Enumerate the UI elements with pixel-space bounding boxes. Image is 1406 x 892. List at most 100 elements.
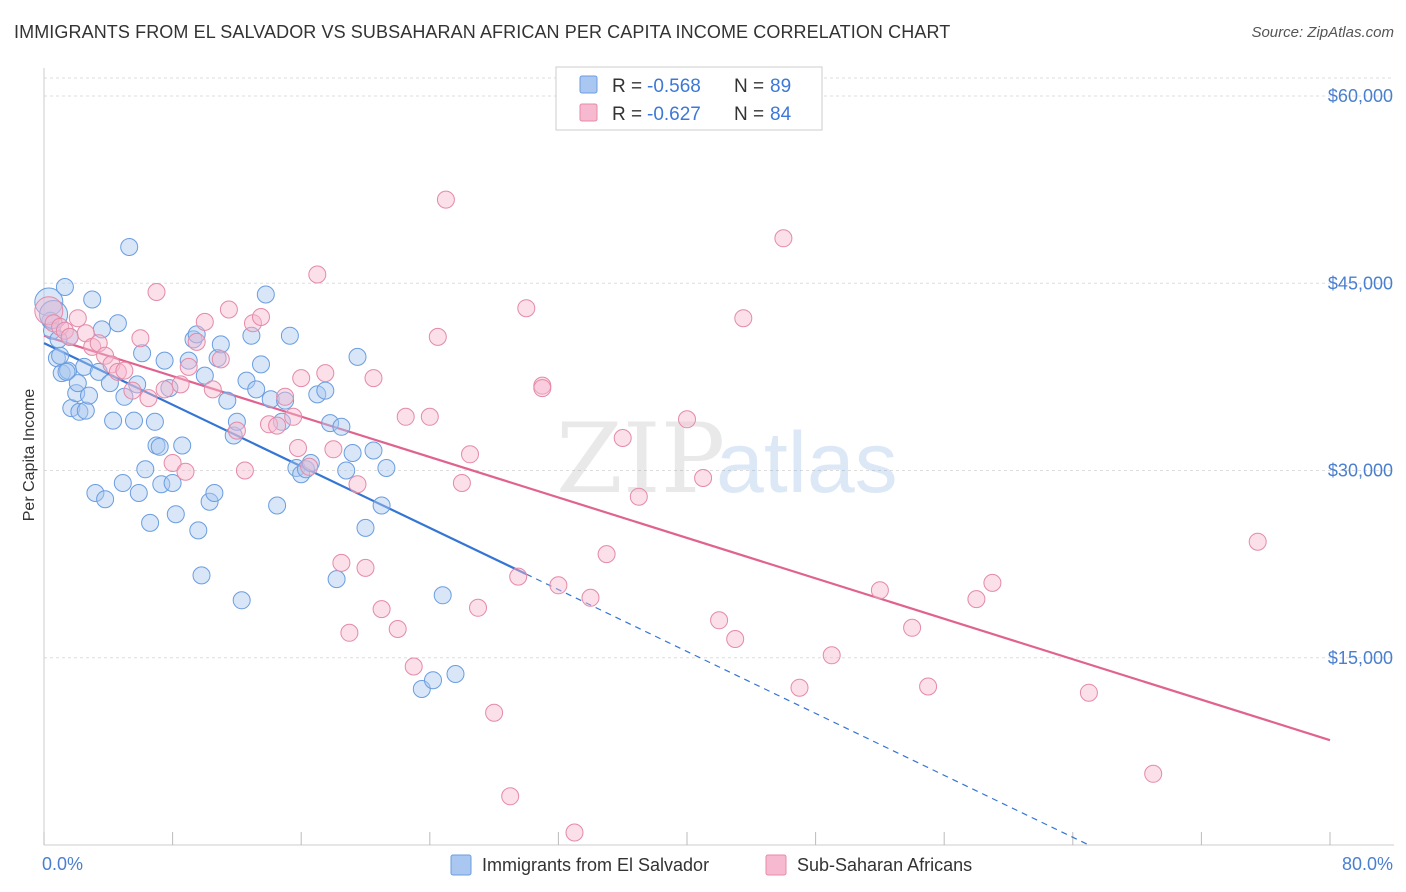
point-el-salvador — [280, 326, 299, 345]
legend-n-value: 84 — [770, 104, 792, 125]
legend-bottom-label-blue: Immigrants from El Salvador — [482, 855, 709, 875]
point-el-salvador — [211, 335, 230, 354]
point-subsaharan — [404, 657, 423, 676]
point-el-salvador — [252, 355, 270, 374]
point-subsaharan — [123, 381, 142, 400]
point-subsaharan — [1248, 532, 1267, 551]
point-el-salvador — [372, 496, 391, 515]
point-subsaharan — [903, 618, 922, 637]
y-tick-label: $15,000 — [1328, 648, 1393, 668]
point-subsaharan — [203, 380, 222, 399]
point-subsaharan — [115, 361, 134, 380]
legend-r-value: -0.568 — [647, 76, 701, 97]
point-subsaharan — [1079, 683, 1098, 702]
point-el-salvador — [327, 570, 346, 589]
point-el-salvador — [76, 401, 95, 420]
point-el-salvador — [287, 459, 306, 477]
point-subsaharan — [147, 283, 166, 301]
point-subsaharan — [485, 703, 504, 722]
point-el-salvador — [247, 380, 266, 399]
legend-n-label: N = — [734, 104, 764, 125]
point-subsaharan — [316, 364, 335, 383]
y-tick-label: $60,000 — [1328, 86, 1393, 106]
trend-line-extension — [525, 573, 1090, 846]
x-tick-label: 0.0% — [42, 854, 83, 874]
axes — [43, 68, 1394, 846]
grid-lines — [44, 77, 1394, 659]
point-el-salvador — [337, 461, 356, 480]
point-el-salvador — [232, 591, 251, 610]
point-subsaharan — [388, 620, 407, 638]
point-el-salvador — [113, 474, 132, 492]
point-subsaharan — [420, 407, 439, 426]
point-subsaharan — [501, 787, 520, 806]
point-el-salvador — [424, 671, 442, 690]
point-subsaharan — [734, 309, 753, 328]
y-axis-label: Per Capita Income — [21, 389, 38, 522]
point-el-salvador — [276, 391, 295, 410]
point-subsaharan — [108, 362, 127, 381]
point-el-salvador — [343, 444, 362, 462]
legend-bottom-label-pink: Sub-Saharan Africans — [797, 855, 972, 875]
point-el-salvador — [108, 314, 127, 333]
point-el-salvador — [208, 349, 227, 368]
point-subsaharan — [179, 357, 198, 376]
watermark: ZIP atlas — [556, 403, 898, 515]
point-el-salvador — [377, 459, 396, 477]
legend-r-label: R = — [612, 104, 642, 125]
point-el-salvador — [316, 381, 335, 400]
point-subsaharan — [509, 567, 528, 586]
point-el-salvador — [133, 344, 152, 363]
point-el-salvador — [261, 390, 280, 409]
point-el-salvador — [125, 411, 143, 430]
trend-lines — [43, 334, 1331, 846]
point-subsaharan — [870, 581, 889, 600]
point-el-salvador — [129, 484, 148, 502]
point-el-salvador — [195, 366, 214, 385]
point-el-salvador — [348, 347, 367, 366]
point-el-salvador — [224, 426, 243, 445]
point-el-salvador — [80, 386, 98, 405]
point-subsaharan — [678, 410, 696, 429]
legend-swatch-pink — [579, 103, 598, 122]
point-subsaharan — [549, 576, 568, 595]
point-el-salvador — [70, 402, 89, 421]
legend-r-label: R = — [612, 76, 642, 97]
point-el-salvador — [75, 357, 94, 376]
point-el-salvador — [433, 586, 452, 605]
source-label: Source: ZipAtlas.com — [1251, 24, 1394, 41]
point-subsaharan — [68, 309, 87, 328]
point-subsaharan — [694, 469, 713, 487]
point-subsaharan — [60, 327, 79, 346]
point-el-salvador — [189, 521, 208, 540]
point-subsaharan — [195, 312, 214, 331]
point-subsaharan — [364, 369, 383, 388]
legend-r-value: -0.627 — [647, 104, 701, 125]
point-subsaharan — [469, 598, 487, 617]
point-subsaharan — [726, 630, 745, 648]
point-el-salvador — [187, 325, 206, 344]
point-el-salvador — [68, 374, 87, 393]
point-subsaharan — [268, 416, 287, 435]
point-subsaharan — [227, 421, 246, 440]
point-el-salvador — [256, 285, 275, 304]
data-points — [34, 190, 1267, 842]
point-el-salvador — [150, 437, 169, 456]
point-el-salvador — [166, 505, 185, 524]
trend-line-subsaharan — [43, 334, 1331, 742]
point-subsaharan — [131, 329, 150, 348]
point-el-salvador — [51, 346, 70, 365]
point-el-salvador — [179, 351, 198, 370]
point-subsaharan — [822, 646, 841, 665]
point-subsaharan — [187, 332, 206, 351]
point-subsaharan — [461, 445, 479, 464]
point-subsaharan — [284, 407, 303, 426]
point-subsaharan — [581, 588, 600, 607]
point-el-salvador — [268, 496, 287, 515]
point-subsaharan — [565, 823, 584, 842]
chart-title: IMMIGRANTS FROM EL SALVADOR VS SUBSAHARA… — [14, 22, 951, 42]
point-subsaharan — [340, 623, 359, 642]
trend-line-el-salvador — [43, 342, 527, 576]
point-el-salvador — [141, 513, 160, 532]
